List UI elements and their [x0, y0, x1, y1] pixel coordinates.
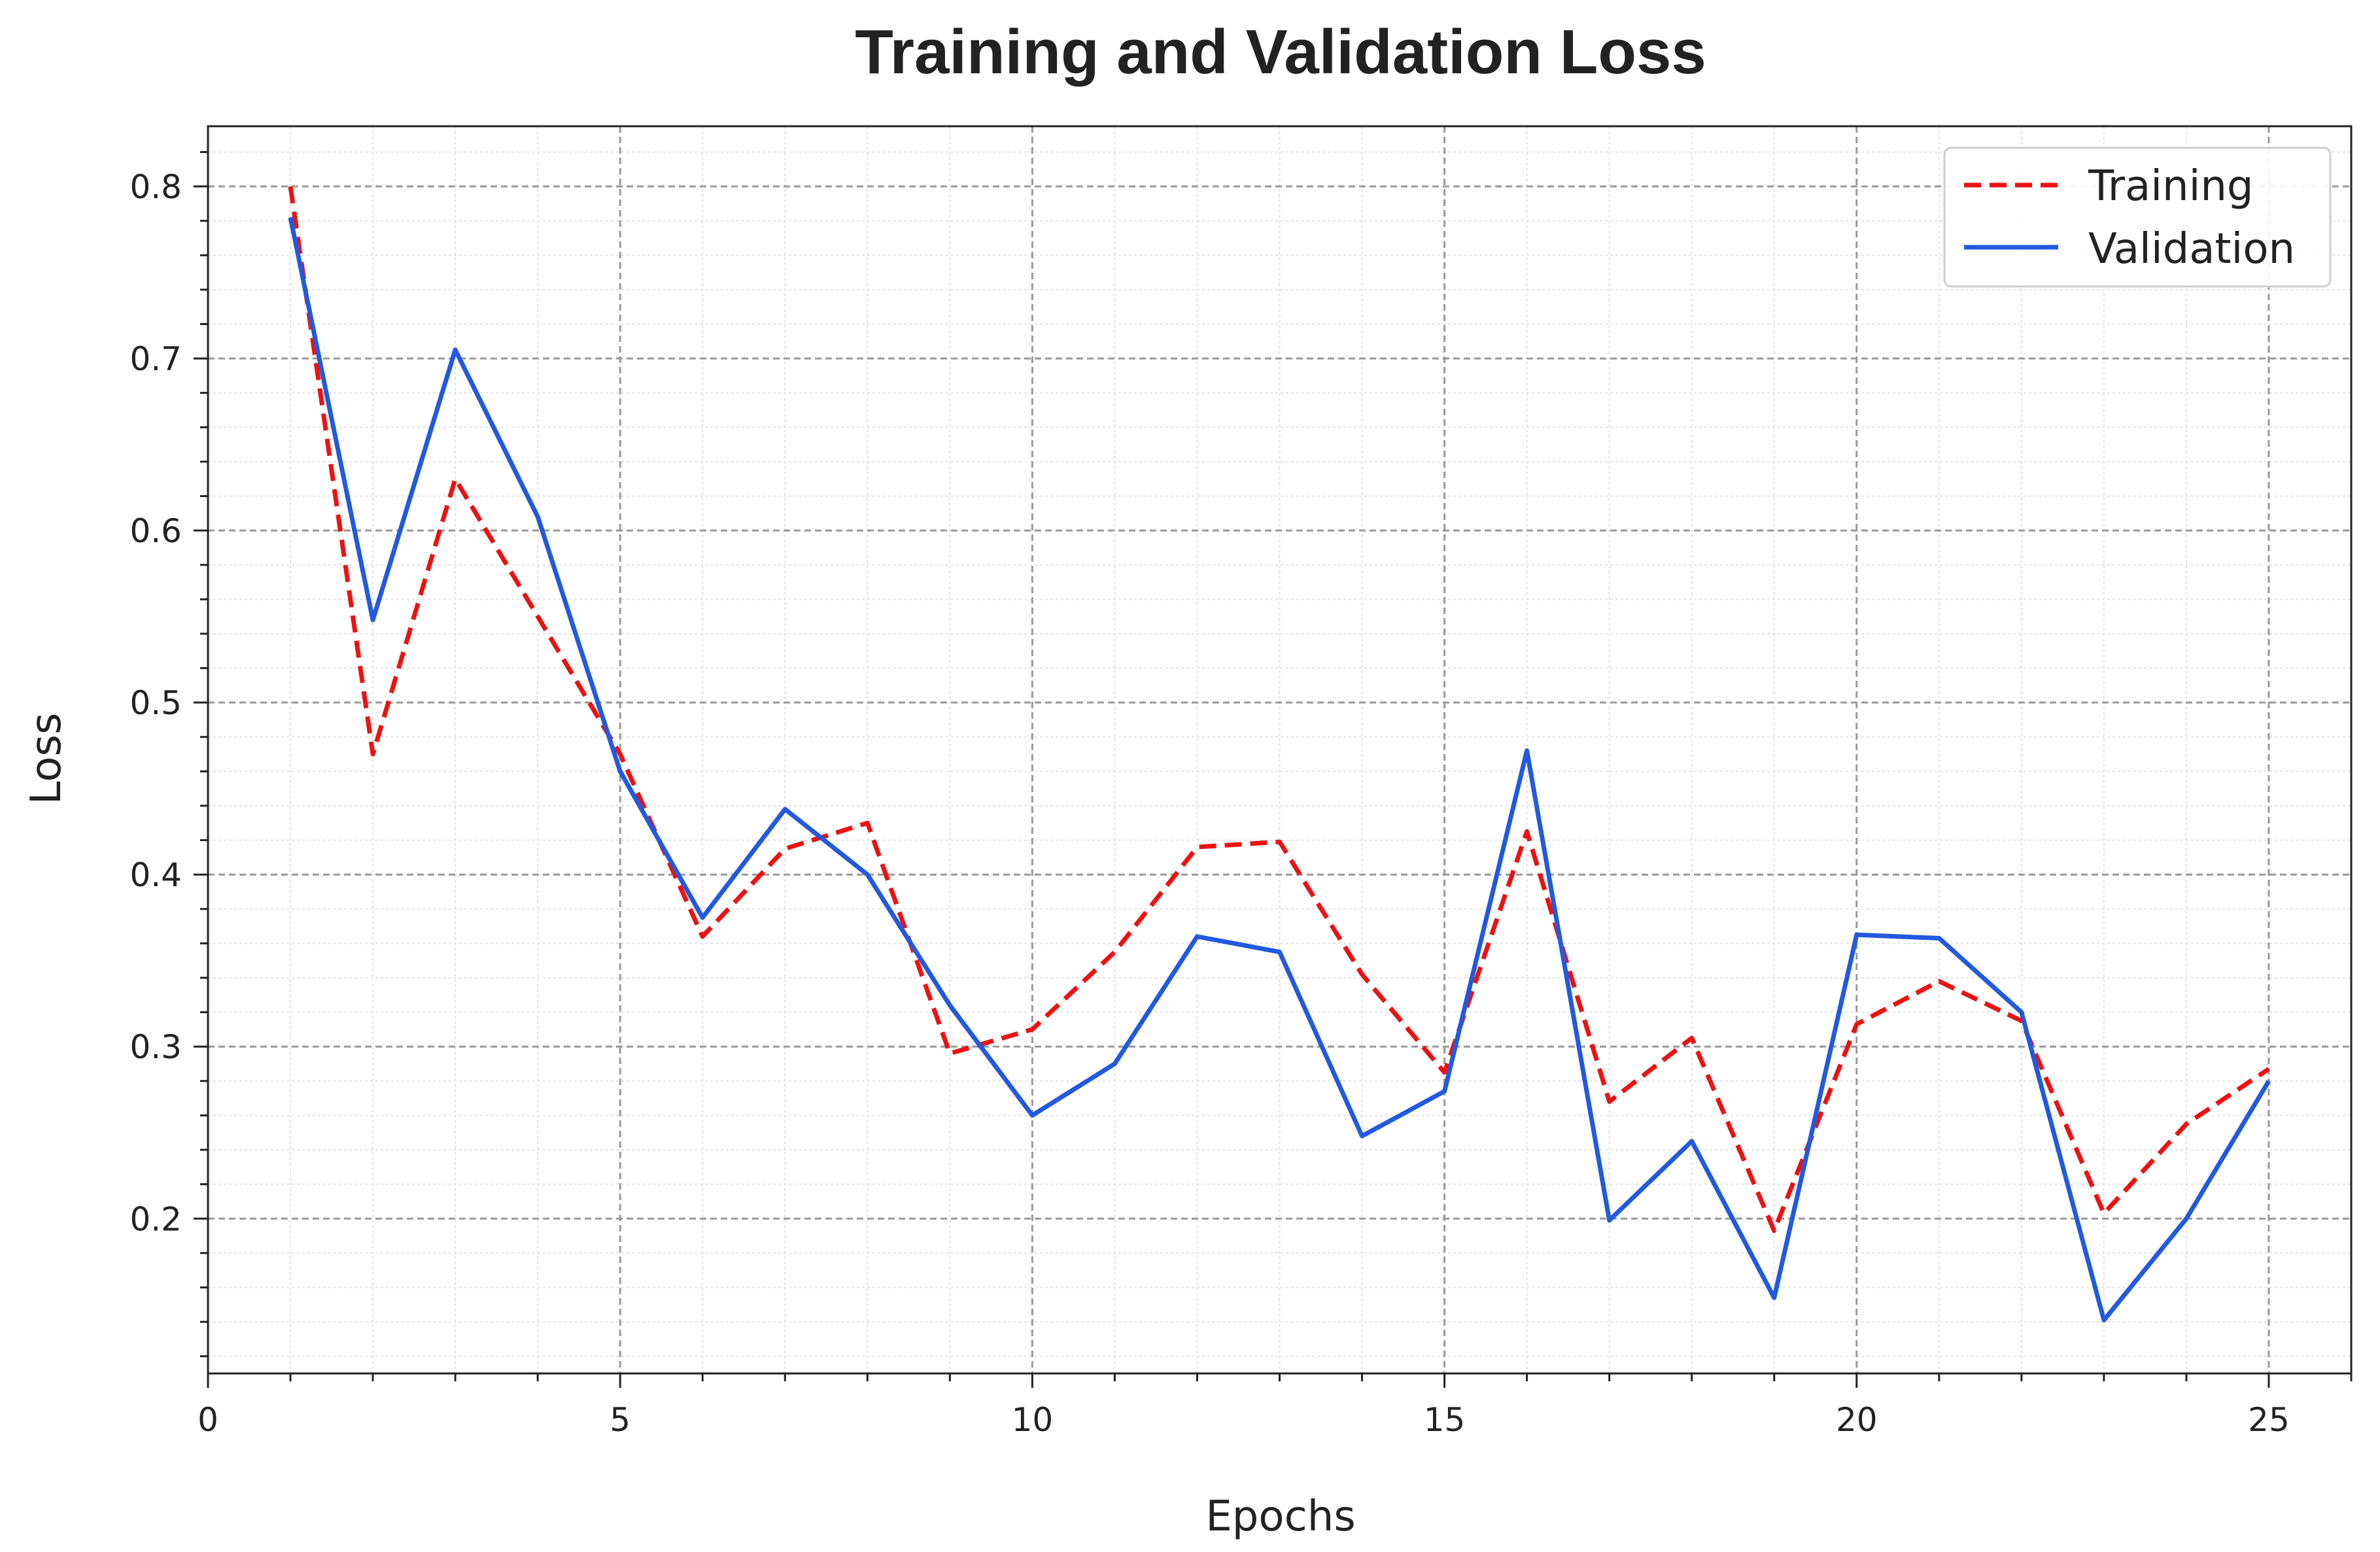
plot-frame	[207, 125, 2353, 1375]
y-tick-label: 0.8	[129, 168, 182, 206]
x-tick-label: 20	[1836, 1401, 1878, 1439]
y-tick-label: 0.7	[129, 340, 182, 378]
x-tick-label: 5	[610, 1401, 630, 1439]
grid-layer	[207, 126, 2352, 1373]
series-layer	[288, 186, 2271, 1322]
x-tick-label: 10	[1012, 1401, 1054, 1439]
x-tick-label: 15	[1424, 1401, 1466, 1439]
x-axis-label: Epochs	[1205, 1492, 1355, 1541]
legend-label-validation: Validation	[2088, 225, 2295, 273]
y-tick-label: 0.4	[129, 856, 182, 894]
y-axis-label: Loss	[22, 713, 71, 804]
x-tick-label: 0	[198, 1401, 218, 1439]
y-tick-label: 0.3	[129, 1028, 182, 1066]
legend-label-training: Training	[2088, 162, 2254, 211]
series-line-training	[288, 186, 2270, 1233]
y-tick-label: 0.5	[129, 684, 182, 722]
tick-layer: 0 5 10 15 20 25 0.2 0.3 0.4 0.5 0.6 0.7 0.8	[129, 150, 2353, 1439]
series-line-validation	[288, 216, 2271, 1322]
x-tick-label: 25	[2248, 1401, 2290, 1439]
legend-box	[1943, 147, 2332, 288]
chart-title: Training and Validation Loss	[855, 17, 1706, 87]
y-tick-label: 0.2	[129, 1200, 182, 1238]
y-tick-label: 0.6	[129, 512, 182, 550]
legend: Training Validation	[1943, 147, 2332, 288]
